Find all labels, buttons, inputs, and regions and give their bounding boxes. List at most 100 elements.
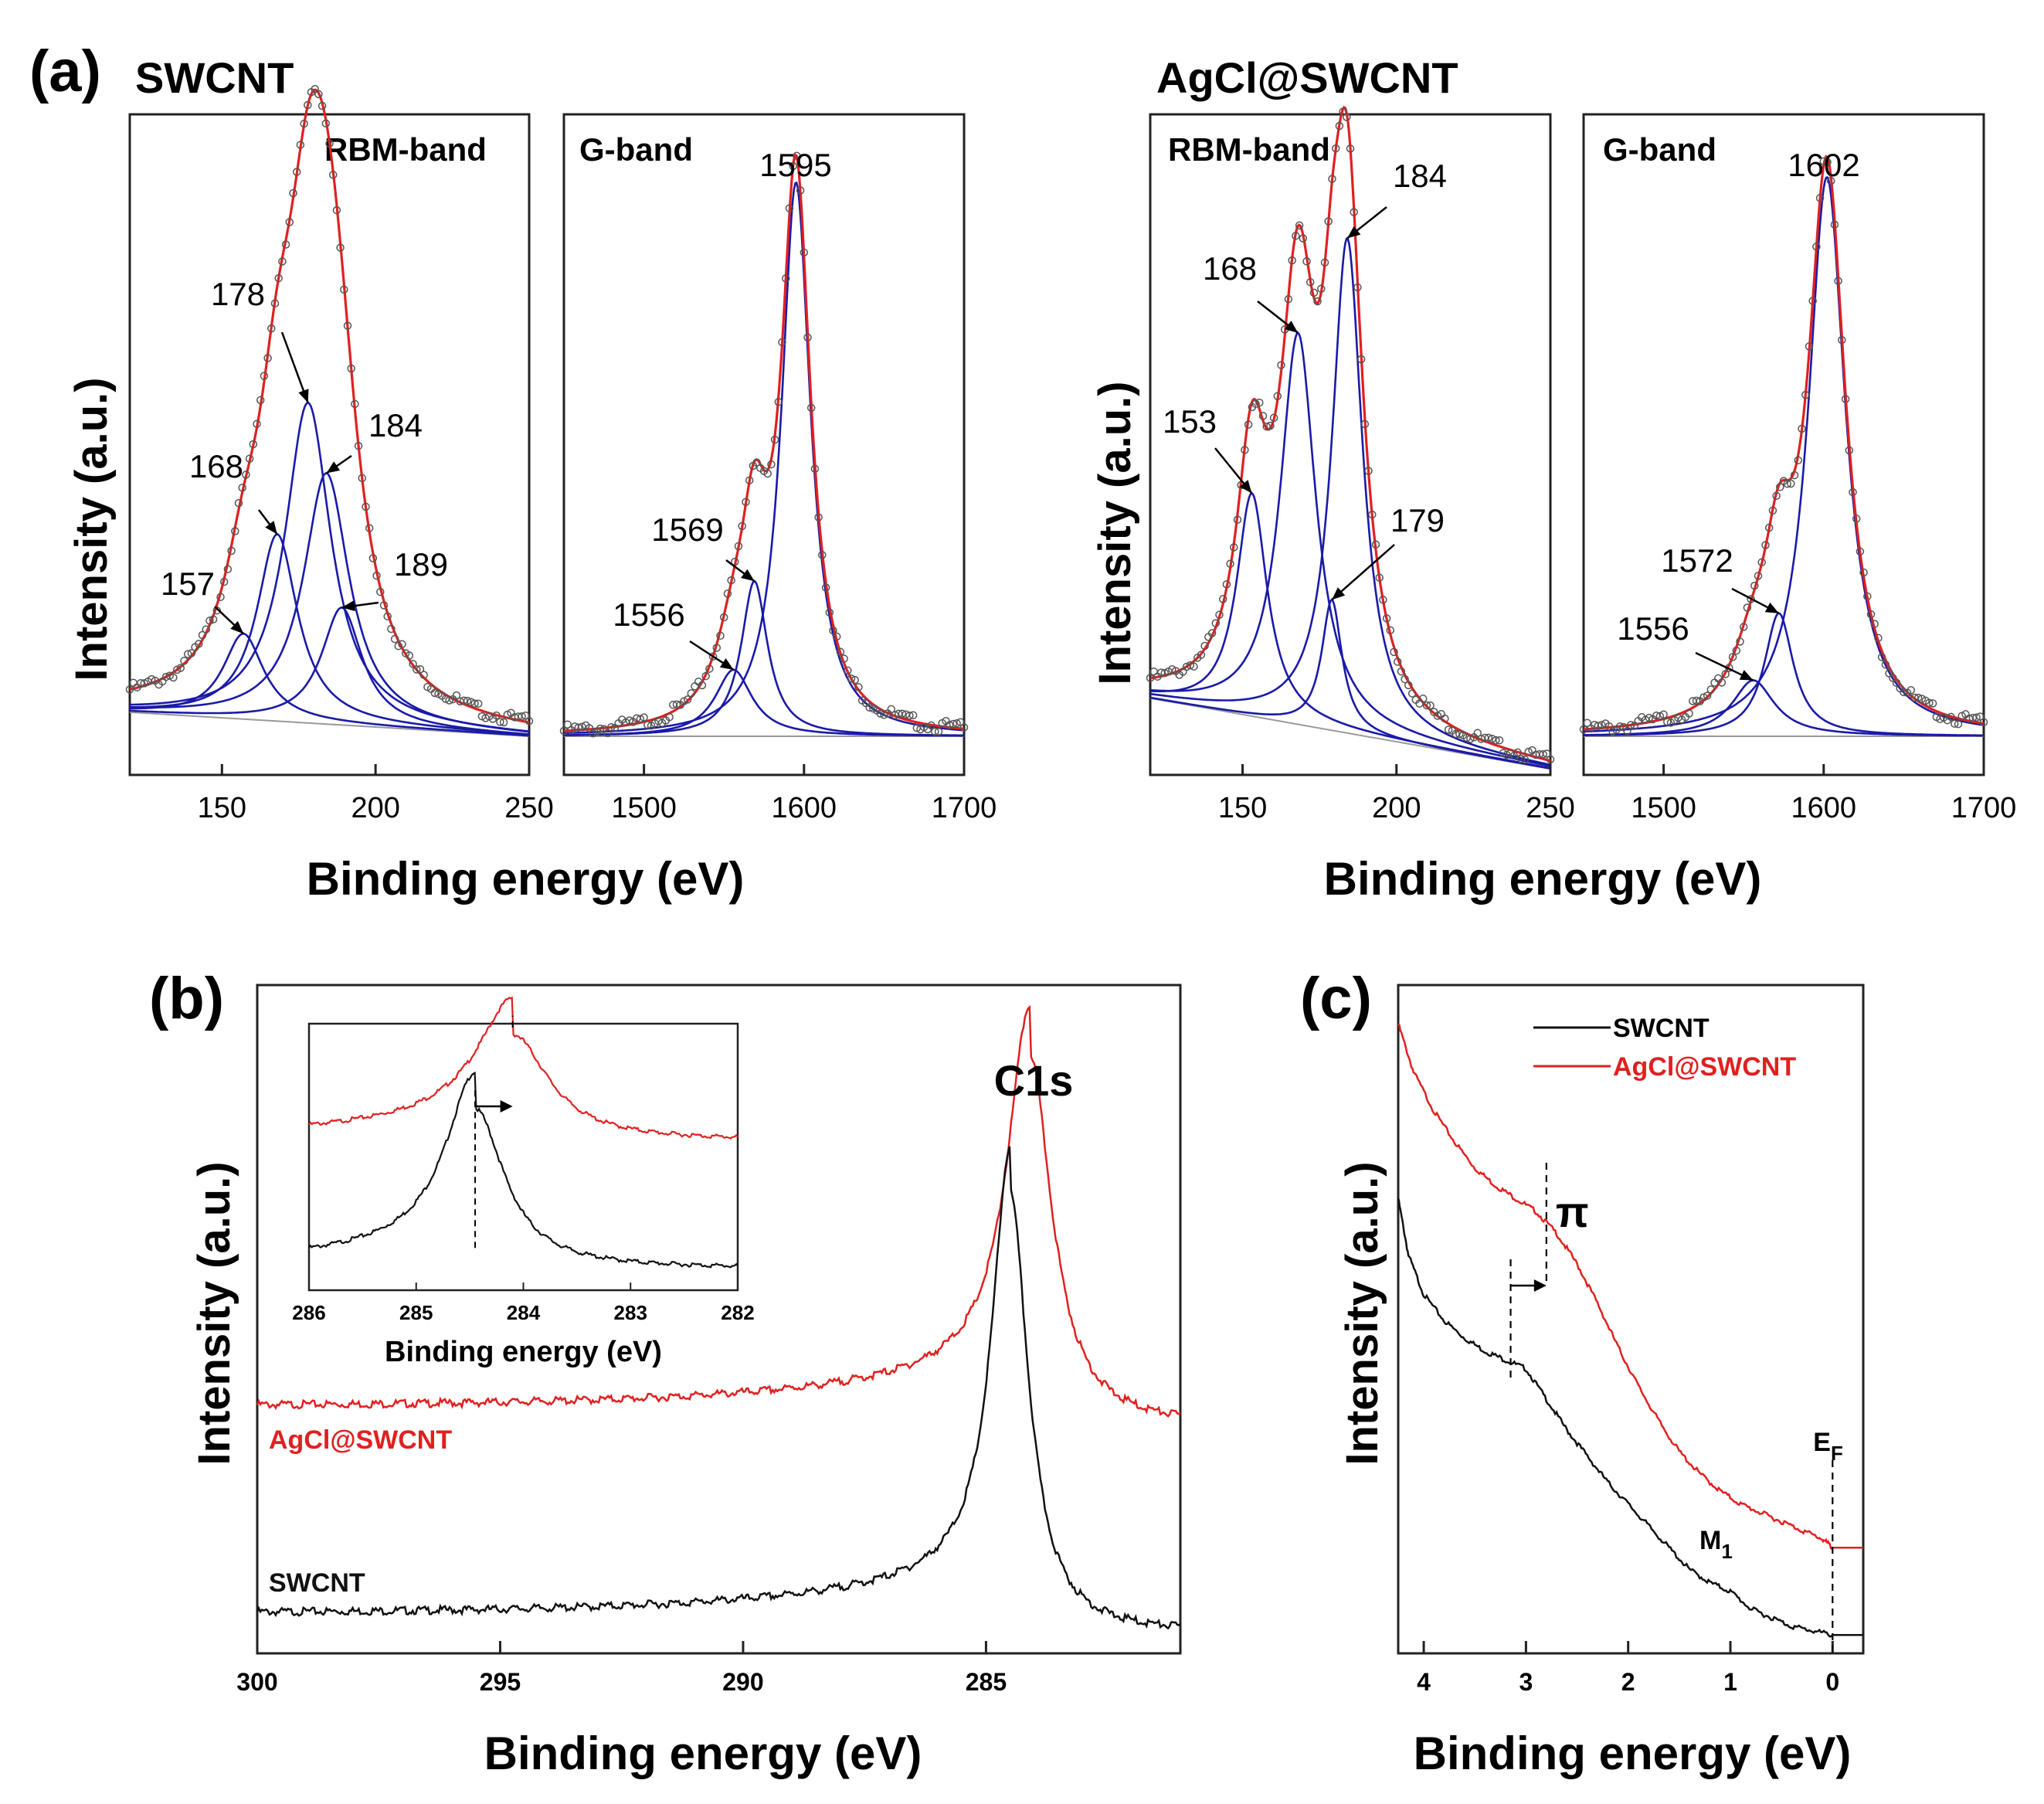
data-point <box>1404 681 1413 690</box>
data-point <box>1913 693 1923 702</box>
data-point <box>195 640 203 648</box>
data-point <box>1826 176 1835 185</box>
data-point <box>1258 412 1268 420</box>
peak-arrow-head <box>298 389 309 403</box>
data-point <box>1834 277 1842 285</box>
data-point <box>1772 491 1781 501</box>
data-point <box>1466 735 1475 743</box>
fit-envelope <box>563 153 965 732</box>
component-peak-168 <box>1149 331 1551 767</box>
data-points <box>559 151 969 738</box>
data-point <box>1190 662 1198 671</box>
data-point <box>1732 646 1741 655</box>
data-point <box>742 498 750 506</box>
plot-frame <box>1582 113 1985 776</box>
data-point <box>1856 547 1865 556</box>
swcnt-g-plot: G-band 1500 1600 1700 1556 1569 1595 <box>559 113 997 824</box>
inset-xlabel: Binding energy (eV) <box>385 1336 662 1368</box>
peak-arrow-head <box>265 521 277 535</box>
x-tick-label: 200 <box>1372 792 1421 824</box>
data-point <box>1313 297 1322 306</box>
series-swcnt <box>1397 1198 1863 1638</box>
data-point <box>321 119 331 128</box>
data-point <box>1513 748 1522 757</box>
data-point <box>379 601 389 610</box>
data-point <box>467 698 476 706</box>
data-point <box>738 521 746 531</box>
data-point <box>603 729 612 738</box>
data-point <box>1269 413 1278 423</box>
panel-a-letter: (a) <box>29 39 101 104</box>
data-point <box>908 711 918 720</box>
data-point <box>719 613 728 622</box>
data-point <box>1520 755 1530 764</box>
data-point <box>1692 696 1701 705</box>
data-point <box>1655 712 1665 721</box>
data-point <box>1299 234 1308 243</box>
x-tick-label: 1700 <box>1951 792 2017 824</box>
peak-arrow-head <box>230 620 244 634</box>
peak-label-184: 184 <box>1393 158 1447 194</box>
x-tick-label: 1700 <box>932 792 997 824</box>
data-point <box>289 189 297 198</box>
data-point <box>274 273 283 283</box>
agcl-sample-title: AgCl@SWCNT <box>1156 53 1458 102</box>
b-xlabel: Binding energy (eV) <box>484 1728 922 1779</box>
data-point <box>209 615 218 623</box>
data-point <box>1754 572 1763 580</box>
data-point <box>643 720 652 729</box>
data-point <box>1870 620 1879 628</box>
peak-label-1556: 1556 <box>1617 610 1689 647</box>
data-point <box>463 696 472 705</box>
data-point <box>840 654 848 663</box>
data-point <box>705 664 714 673</box>
component-peak-1569 <box>564 579 964 737</box>
data-point <box>847 674 856 683</box>
data-point <box>430 688 440 698</box>
data-point <box>285 218 294 226</box>
data-point <box>1441 714 1449 723</box>
c-ylabel: Intensity (a.u.) <box>1337 1161 1387 1465</box>
data-point <box>1798 424 1806 433</box>
data-point <box>1495 736 1504 745</box>
x-tick-label: 250 <box>1526 792 1574 824</box>
data-point <box>723 589 732 598</box>
data-point <box>949 719 958 729</box>
plot-frame <box>562 113 966 776</box>
panel-c-letter: (c) <box>1300 966 1372 1031</box>
plot-frame <box>256 984 1182 1655</box>
data-point <box>1262 422 1271 431</box>
data-point <box>1379 596 1387 604</box>
data-point <box>1241 446 1249 454</box>
data-point <box>205 617 214 625</box>
data-point <box>829 626 837 635</box>
pi-shift-arrowhead <box>1533 1279 1547 1292</box>
valence-band-plot: 4 3 2 1 0 SWCNT AgCl@SWCNT π M1 EF <box>1397 984 1865 1696</box>
data-point <box>1426 701 1435 710</box>
data-point <box>636 715 645 723</box>
data-point <box>1764 523 1774 532</box>
data-point <box>216 593 225 601</box>
data-point <box>778 338 786 347</box>
data-point <box>1819 157 1828 165</box>
data-point <box>785 204 794 212</box>
data-point <box>1160 668 1170 678</box>
data-point <box>774 398 783 406</box>
x-tick-label: 250 <box>504 792 553 824</box>
data-point <box>1768 506 1777 515</box>
data-point <box>1623 726 1631 736</box>
data-point <box>1393 657 1402 666</box>
data-point <box>242 471 250 479</box>
data-point <box>245 454 254 463</box>
data-point <box>1200 641 1209 651</box>
data-point <box>1382 614 1391 623</box>
ef-label: EF <box>1813 1428 1843 1465</box>
data-point <box>256 396 265 405</box>
data-point <box>1743 603 1752 612</box>
legend-label-swcnt: SWCNT <box>1613 1014 1710 1043</box>
data-point <box>518 712 526 721</box>
data-point <box>1346 144 1355 153</box>
data-point <box>672 700 681 709</box>
data-point <box>317 101 327 110</box>
data-point <box>836 647 845 657</box>
